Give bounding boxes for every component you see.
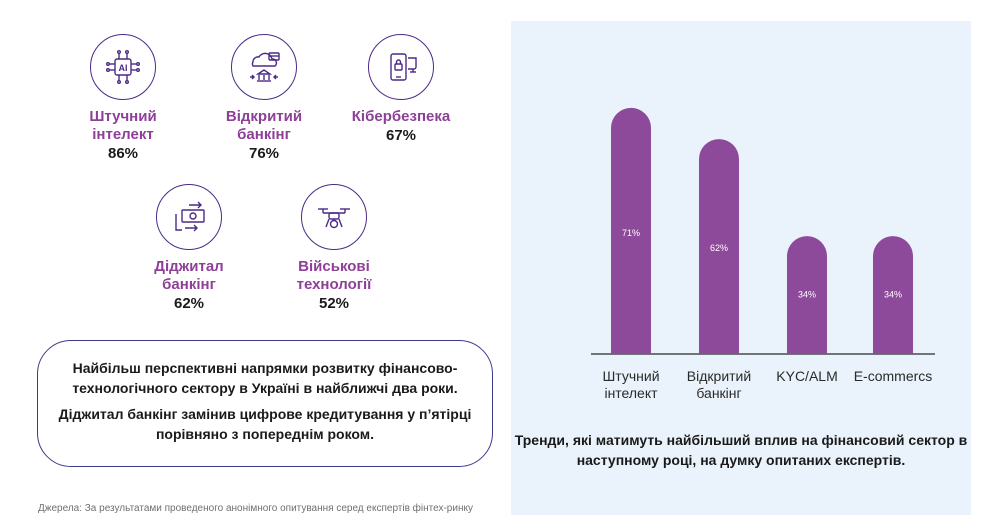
topic-digital-banking-circle — [156, 184, 222, 250]
topic-label-line1: Кібербезпека — [351, 108, 451, 125]
topic-cybersecurity-circle — [368, 34, 434, 100]
topic-percent: 52% — [318, 295, 350, 312]
topic-percent: 86% — [107, 145, 139, 162]
topic-open-banking-circle — [231, 34, 297, 100]
topic-label: Штучний інтелект — [58, 108, 188, 144]
topic-military-tech-circle — [301, 184, 367, 250]
category-label: Відкритий — [687, 368, 751, 384]
topic-label: Відкритий банкінг — [199, 108, 329, 144]
topic-cybersecurity: Кібербезпека 67% — [336, 34, 466, 145]
topic-percent: 67% — [385, 127, 417, 144]
category-label: E-commercs — [854, 368, 933, 384]
bar — [699, 139, 739, 354]
drone-icon — [318, 208, 350, 229]
digital-payment-icon — [175, 201, 205, 232]
topic-label-line2: технології — [296, 276, 372, 293]
topic-percent: 62% — [173, 295, 205, 312]
topic-label: Кібербезпека — [336, 108, 466, 126]
topic-label-line1: Військові — [298, 258, 370, 275]
chart-panel: 71% Штучний інтелект 62% Відкритий банкінг 34%… — [511, 21, 971, 515]
topic-label-line2: інтелект — [92, 126, 154, 143]
bar — [787, 236, 827, 354]
topic-ai-circle: AI — [90, 34, 156, 100]
cloud-bank-icon — [250, 52, 280, 82]
callout-box: Найбільш перспективні напрямки розвитку … — [37, 340, 493, 467]
category-label: KYC/ALM — [776, 368, 837, 384]
topic-digital-banking: Діджитал банкінг 62% — [124, 184, 254, 313]
category-label: банкінг — [696, 385, 741, 401]
topic-ai: AI Штучний інтелект 86% — [58, 34, 188, 163]
svg-text:AI: AI — [119, 63, 128, 73]
category-label: Штучний — [602, 368, 659, 384]
bar — [873, 236, 913, 354]
bar — [611, 107, 651, 355]
phone-lock-icon — [390, 53, 417, 81]
callout-text-1: Найбільш перспективні напрямки розвитку … — [72, 360, 458, 396]
topic-label-line1: Діджитал — [154, 258, 224, 275]
chart-caption: Тренди, які матимуть найбільший вплив на… — [514, 432, 968, 468]
callout-text-2: Діджитал банкінг замінив цифрове кредиту… — [58, 406, 472, 442]
topic-label: Військові технології — [269, 258, 399, 294]
source-note: Джерела: За результатами проведеного ано… — [38, 503, 473, 514]
bar-value-label: 62% — [710, 243, 728, 253]
bar-value-label: 34% — [798, 289, 816, 299]
topic-military-tech: Військові технології 52% — [269, 184, 399, 313]
bar-value-label: 34% — [884, 289, 902, 299]
topic-label-line1: Відкритий — [225, 108, 303, 125]
topic-label: Діджитал банкінг — [124, 258, 254, 294]
topic-open-banking: Відкритий банкінг 76% — [199, 34, 329, 163]
topic-label-line2: банкінг — [162, 276, 216, 293]
topic-percent: 76% — [248, 145, 280, 162]
topic-label-line2: банкінг — [237, 126, 291, 143]
topic-label-line1: Штучний — [89, 108, 157, 125]
bar-value-label: 71% — [622, 228, 640, 238]
ai-chip-icon: AI — [106, 50, 141, 85]
category-label: інтелект — [604, 385, 658, 401]
